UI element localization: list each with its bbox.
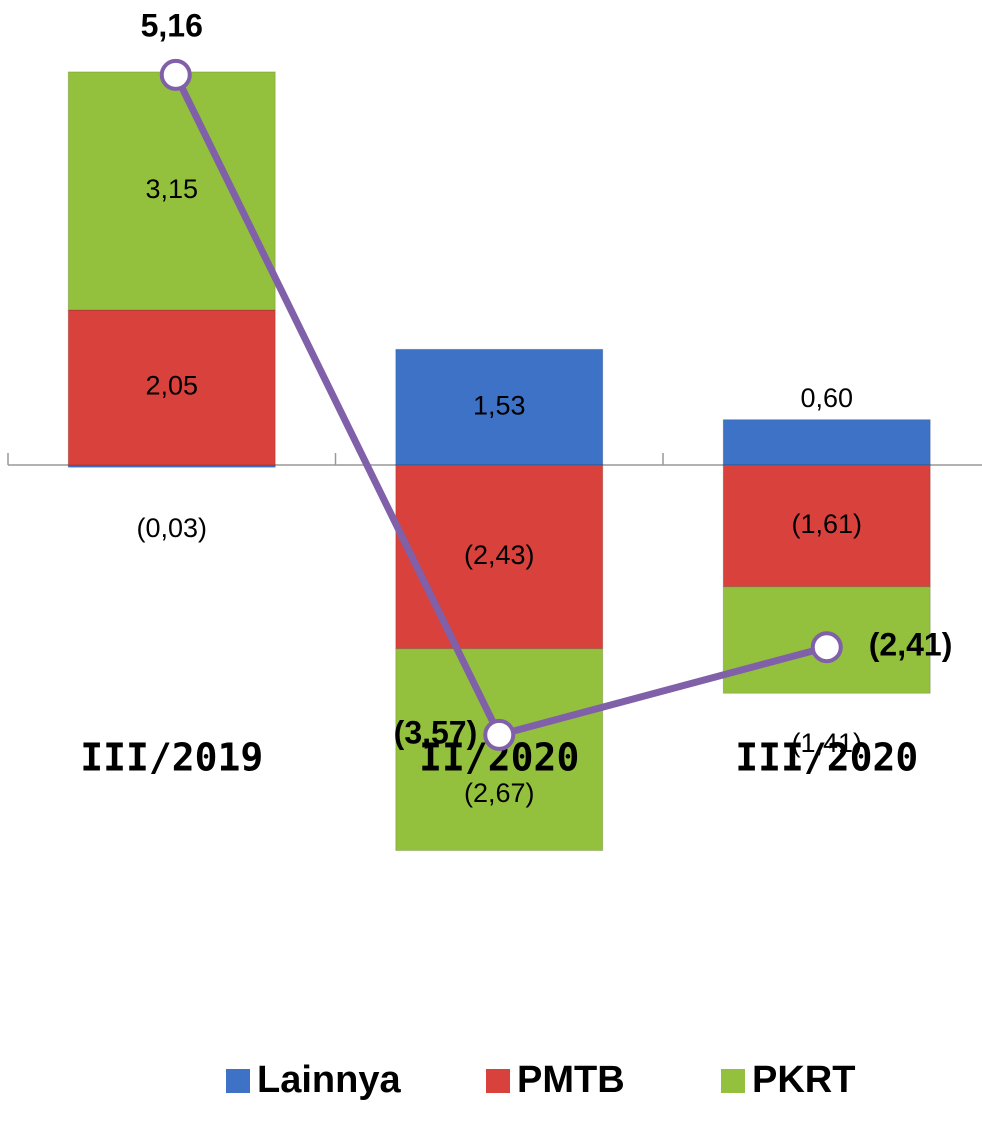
legend-label: PMTB	[517, 1059, 625, 1101]
bar-segment	[395, 348, 604, 466]
total-label: (3,57)	[394, 714, 478, 750]
x-tick-label: III/2020	[735, 736, 918, 780]
legend-label: Lainnya	[257, 1059, 401, 1101]
segment-label: 0,60	[800, 383, 853, 413]
legend-swatch	[719, 1067, 747, 1095]
segment-label: 3,15	[145, 174, 198, 204]
total-marker	[483, 718, 516, 751]
legend-swatch	[484, 1067, 512, 1095]
segment-label: (2,67)	[464, 778, 535, 808]
segment-label: (1,41)	[791, 728, 862, 758]
total-marker	[159, 58, 192, 91]
segment-label: 2,05	[145, 371, 198, 401]
x-tick-label: III/2019	[80, 736, 263, 780]
bar-segment	[722, 419, 931, 466]
segment-label: 1,53	[473, 390, 526, 420]
segment-label: (1,61)	[791, 509, 862, 539]
legend-label: PKRT	[752, 1059, 855, 1101]
segment-label: (2,43)	[464, 540, 535, 570]
bar-segment	[722, 464, 931, 588]
total-label: (2,41)	[869, 627, 953, 663]
total-label: 5,16	[141, 7, 203, 43]
total-marker	[810, 631, 843, 664]
bar-segment	[67, 309, 276, 466]
segment-label: (0,03)	[136, 513, 207, 543]
legend-swatch	[224, 1067, 252, 1095]
